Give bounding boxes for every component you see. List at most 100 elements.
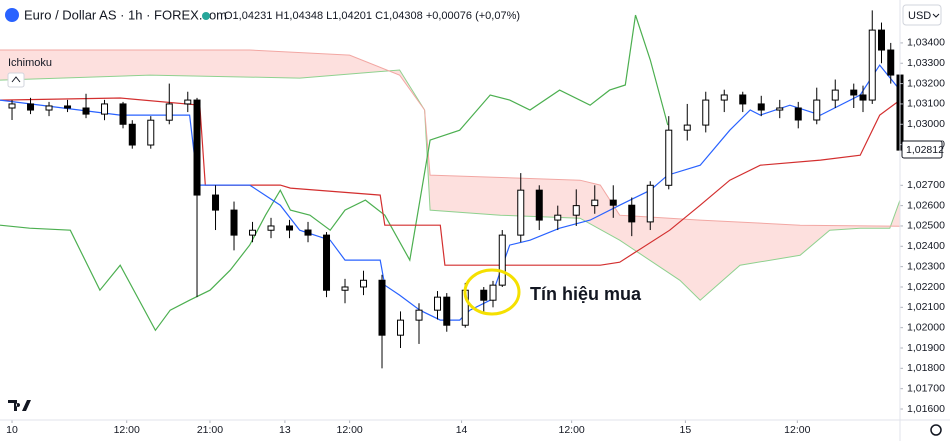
candle-body (323, 234, 331, 291)
candle-body (27, 103, 35, 111)
candle-body (434, 296, 442, 311)
candle-body (868, 29, 876, 101)
candle-body (572, 205, 580, 216)
candle-body (147, 119, 155, 146)
dropdown-icon (932, 13, 940, 18)
candle-body (739, 94, 747, 105)
ohlc-values: O1,04231 H1,04348 L1,04201 C1,04308 +0,0… (224, 10, 520, 22)
candle-body (360, 279, 368, 288)
candle-body (859, 94, 867, 101)
candle-body (517, 189, 525, 236)
y-tick-label: 1,01700 (907, 382, 945, 394)
candle-body (443, 296, 451, 326)
candle-body (794, 107, 802, 121)
y-tick-label: 1,01600 (907, 403, 945, 415)
settings-icon[interactable] (930, 424, 942, 436)
cloud-edge (0, 49, 901, 227)
collapse-icon (11, 76, 21, 83)
candle-body (683, 124, 691, 131)
cloud-layer (0, 49, 901, 301)
candle-body (646, 184, 654, 223)
candle-body (591, 199, 599, 207)
candle-body (128, 123, 136, 146)
candle-body (702, 99, 710, 126)
tv-logo (8, 400, 31, 411)
currency-label: USD (908, 10, 931, 22)
candle-body (212, 194, 220, 211)
candle-body (45, 105, 53, 111)
candle-body (776, 107, 784, 111)
x-tick-label: 21:00 (197, 424, 223, 436)
x-tick-label: 12:00 (336, 424, 362, 436)
candle-body (480, 289, 488, 301)
symbol-title: Euro / Dollar AS · 1h · FOREX.com (24, 7, 227, 22)
x-tick-label: 12:00 (784, 424, 810, 436)
signal-circle (463, 268, 521, 316)
candle-body (813, 99, 821, 121)
candle-body (850, 89, 858, 96)
y-tick-label: 1,01900 (907, 342, 945, 354)
candle-body (249, 229, 257, 236)
y-tick-label: 1,02300 (907, 260, 945, 272)
y-tick-label: 1,03200 (907, 77, 945, 89)
candle-body (267, 225, 275, 231)
candle-body (878, 29, 886, 51)
candle-body (230, 209, 238, 236)
candle-body (535, 189, 543, 221)
cloud-fill (0, 50, 900, 301)
x-tick-label: 10 (6, 424, 18, 436)
y-tick-label: 1,02500 (907, 220, 945, 232)
candle-body (101, 103, 109, 115)
candle-body (628, 204, 636, 223)
y-tick-label: 1,03100 (907, 98, 945, 110)
candle-body (720, 94, 728, 101)
candle-body (415, 309, 423, 321)
status-dot (202, 12, 210, 20)
y-tick-label: 1,02400 (907, 240, 945, 252)
x-tick-label: 15 (680, 424, 692, 436)
candle-body (831, 89, 839, 101)
candle-body (665, 129, 673, 186)
candle-body (184, 99, 192, 105)
candle-body (757, 103, 765, 111)
candle-body (489, 284, 497, 301)
indicator-line (0, 14, 669, 332)
y-tick-label: 1,02600 (907, 199, 945, 211)
y-tick-label: 1,02000 (907, 321, 945, 333)
candle-body (397, 319, 405, 336)
candle-body (378, 279, 386, 336)
candle-body (286, 225, 294, 231)
y-tick-label: 1,03000 (907, 118, 945, 130)
candle-body (8, 103, 16, 109)
cloud-edge (0, 69, 901, 301)
y-tick-label: 1,02100 (907, 301, 945, 313)
candle-body (119, 103, 127, 125)
last-price: 1,02812 (906, 144, 944, 156)
y-tick-label: 1,03300 (907, 57, 945, 69)
indicator-label: Ichimoku (8, 57, 52, 69)
x-tick-label: 12:00 (558, 424, 584, 436)
y-tick-label: 1,02700 (907, 179, 945, 191)
candle-body (165, 103, 173, 121)
annotation: Tín hiệu mua (530, 284, 642, 304)
collapse-button[interactable] (7, 72, 25, 88)
price-label-box (901, 140, 943, 159)
x-tick-label: 12:00 (114, 424, 140, 436)
candle-body (554, 214, 562, 221)
currency-button[interactable] (902, 4, 942, 26)
y-tick-label: 1,03400 (907, 37, 945, 49)
candle-body (341, 286, 349, 291)
symbol-icon (5, 8, 19, 22)
x-tick-label: 13 (279, 424, 291, 436)
candle-body (498, 234, 506, 286)
candle-body (193, 99, 201, 196)
candle-body (82, 107, 90, 115)
y-tick-label: 1,02200 (907, 281, 945, 293)
y-tick-label: 1,01800 (907, 362, 945, 374)
candle-body (304, 229, 312, 236)
candle-body (64, 105, 72, 109)
candle-body (887, 49, 895, 76)
candle-body (609, 199, 617, 206)
x-tick-label: 14 (456, 424, 468, 436)
